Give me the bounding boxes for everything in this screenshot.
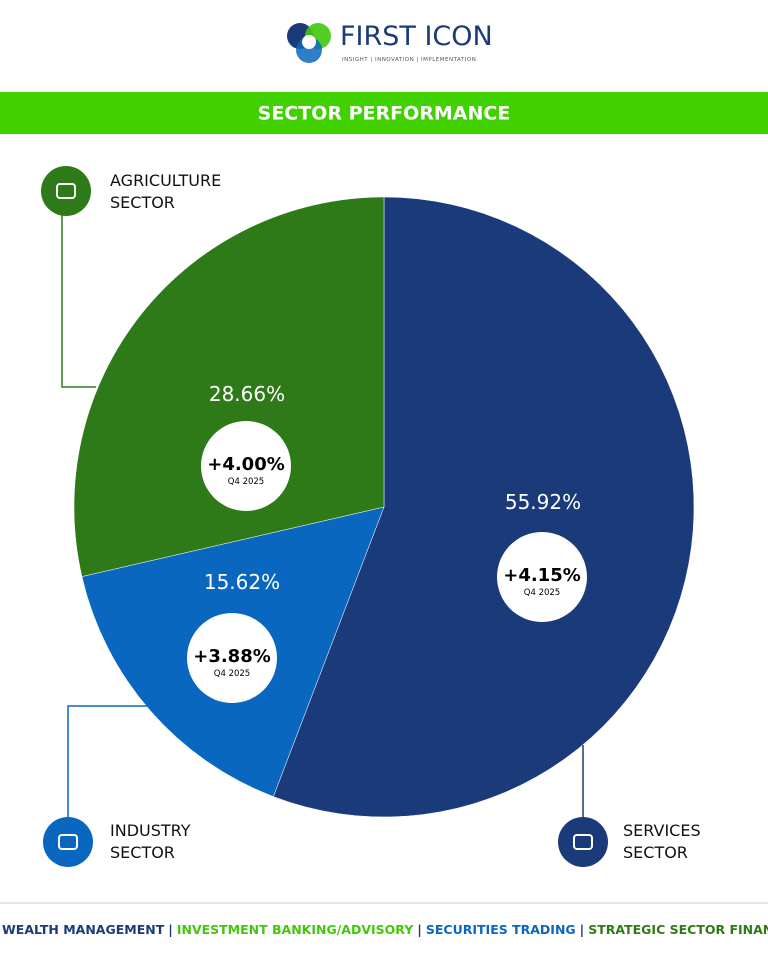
chart-title: SECTOR PERFORMANCE [258,103,511,125]
value-label: 15.62% [204,570,280,594]
sector-icon-glyph [573,834,593,850]
growth-bubble [187,613,277,703]
connector [61,215,96,388]
category-label: SERVICES SECTOR [623,821,701,862]
growth-label: +3.88% [193,646,271,667]
value-label: 55.92% [505,490,581,514]
connector [67,705,148,818]
sector-icon [558,817,608,867]
value-label: 28.66% [209,382,285,406]
footer-separator: | [168,922,173,937]
pie-slice [273,196,695,818]
growth-label: +4.00% [207,454,285,475]
footer-item: STRATEGIC SECTOR FINANCE [588,922,768,937]
footer-item: SECURITIES TRADING [425,922,576,937]
period-label: Q4 2025 [228,477,264,487]
title-band [0,92,768,134]
footer-separator: | [417,922,422,937]
logo-mark [287,23,331,63]
growth-bubble [497,532,587,622]
growth-bubble [201,421,291,511]
category-label: INDUSTRY SECTOR [110,821,191,862]
brand: FIRST ICON [340,21,493,52]
footer-separator: | [579,922,585,937]
period-label: Q4 2025 [214,669,250,679]
sector-icon-glyph [56,183,76,199]
footer-item: INVESTMENT BANKING/ADVISORY [176,922,414,937]
footer-item: WEALTH MANAGEMENT [2,922,165,937]
growth-label: +4.15% [503,565,581,586]
pie-slice [73,196,385,577]
tagline: INSIGHT | INNOVATION | IMPLEMENTATION [342,57,476,63]
sector-icon [41,166,91,216]
sector-icon [43,817,93,867]
category-label: AGRICULTURE SECTOR [110,171,222,212]
footer: WEALTH MANAGEMENT | INVESTMENT BANKING/ADV… [0,922,768,937]
sector-icon-glyph [58,834,78,850]
period-label: Q4 2025 [524,588,560,598]
